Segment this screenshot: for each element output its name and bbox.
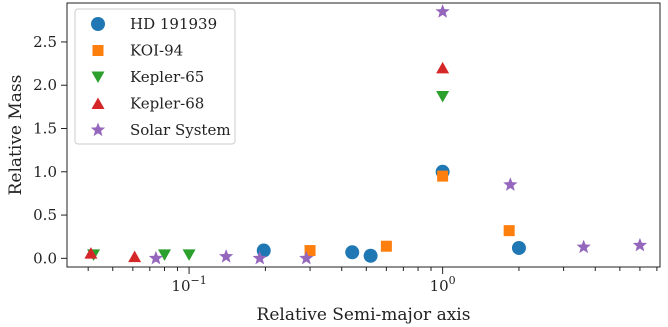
ticks-layer: 0.00.51.01.52.02.510−1 100 (33, 33, 658, 295)
point-solar-system (219, 249, 234, 263)
point-solar-system (148, 250, 164, 265)
point-solar-system (632, 237, 648, 252)
y-tick-label: 1.5 (33, 120, 57, 138)
legend-label: Solar System (130, 121, 231, 139)
legend-marker (90, 122, 106, 137)
point-solar-system (299, 250, 314, 265)
point-hd-191939 (363, 248, 378, 263)
legend-label: Kepler-65 (130, 68, 204, 86)
x-axis-label: Relative Semi-major axis (257, 305, 471, 325)
y-tick-label: 2.5 (33, 33, 57, 51)
marks-layer (84, 4, 648, 265)
point-solar-system (435, 4, 450, 18)
legend-label: KOI-94 (130, 42, 183, 60)
y-tick-label: 0.0 (33, 249, 57, 267)
point-solar-system (576, 239, 591, 254)
point-koi-94 (304, 245, 316, 257)
legend: HD 191939 KOI-94 Kepler-65 Kepler-68 Solar S… (74, 8, 236, 145)
axes-frame (66, 2, 661, 268)
point-kepler-68 (436, 61, 450, 74)
x-tick-base: 10 (430, 277, 449, 295)
y-axis-label: Relative Mass (6, 75, 26, 196)
point-koi-94 (437, 170, 449, 182)
point-solar-system (252, 250, 267, 265)
point-koi-94 (380, 240, 392, 252)
y-tick-label: 2.0 (33, 76, 57, 94)
point-kepler-68 (128, 250, 142, 263)
legend-label: Kepler-68 (130, 95, 204, 113)
x-tick-label: 10−1 (171, 274, 206, 295)
point-solar-system (503, 177, 518, 191)
x-tick-exponent: 0 (449, 274, 456, 287)
x-tick-exponent: −1 (191, 274, 207, 287)
y-tick-label: 1.0 (33, 163, 57, 181)
x-tick-label: 100 (430, 274, 456, 295)
legend-marker (91, 71, 105, 83)
x-tick-base: 10 (171, 277, 190, 295)
legend-marker (91, 17, 105, 31)
legend-label: HD 191939 (130, 15, 217, 33)
point-kepler-65 (182, 249, 196, 261)
legend-marker (92, 45, 104, 56)
point-koi-94 (503, 225, 515, 237)
y-tick-label: 0.5 (33, 206, 57, 224)
point-hd-191939 (345, 245, 360, 260)
point-kepler-65 (436, 90, 450, 103)
legend-marker (91, 97, 105, 109)
point-hd-191939 (511, 240, 526, 255)
legend-box (74, 8, 236, 145)
point-kepler-65 (158, 249, 172, 261)
point-kepler-68 (84, 247, 98, 259)
